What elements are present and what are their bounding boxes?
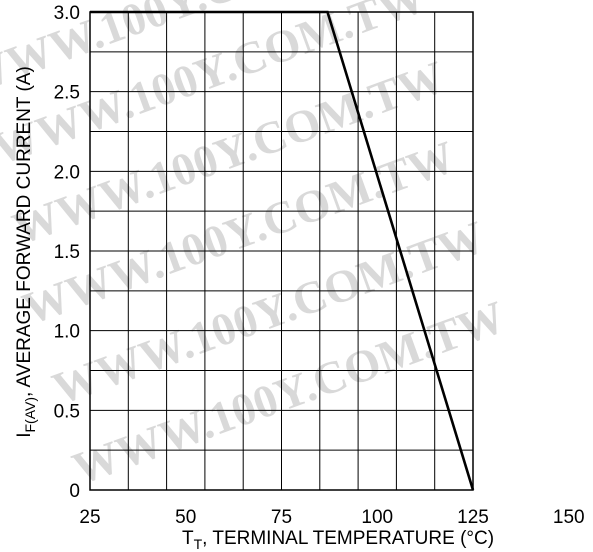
y-tick-label: 3.0: [54, 3, 80, 24]
x-tick-label: 100: [361, 507, 393, 528]
x-tick-label: 25: [79, 507, 100, 528]
x-tick-label: 75: [271, 507, 292, 528]
y-tick-label: 1.0: [54, 322, 80, 343]
y-axis-label: IF(AV), AVERAGE FORWARD CURRENT (A): [14, 66, 38, 438]
y-tick-label: 2.5: [54, 83, 80, 104]
x-axis-label: TT, TERMINAL TEMPERATURE (°C): [182, 528, 494, 552]
y-tick-label: 0: [69, 481, 80, 502]
y-tick-label: 1.5: [54, 242, 80, 263]
y-tick-label: 2.0: [54, 162, 80, 183]
y-tick-label: 0.5: [54, 401, 80, 422]
series-line: [90, 10, 475, 491]
y-tick-labels: 0 0.5 1.0 1.5 2.0 2.5 3.0: [54, 3, 80, 502]
x-tick-label: 50: [175, 507, 196, 528]
series-layer: [90, 10, 475, 491]
x-tick-label: 150: [553, 507, 585, 528]
x-tick-label: 125: [457, 507, 489, 528]
x-tick-labels: 25 50 75 100 125 150: [79, 507, 584, 528]
